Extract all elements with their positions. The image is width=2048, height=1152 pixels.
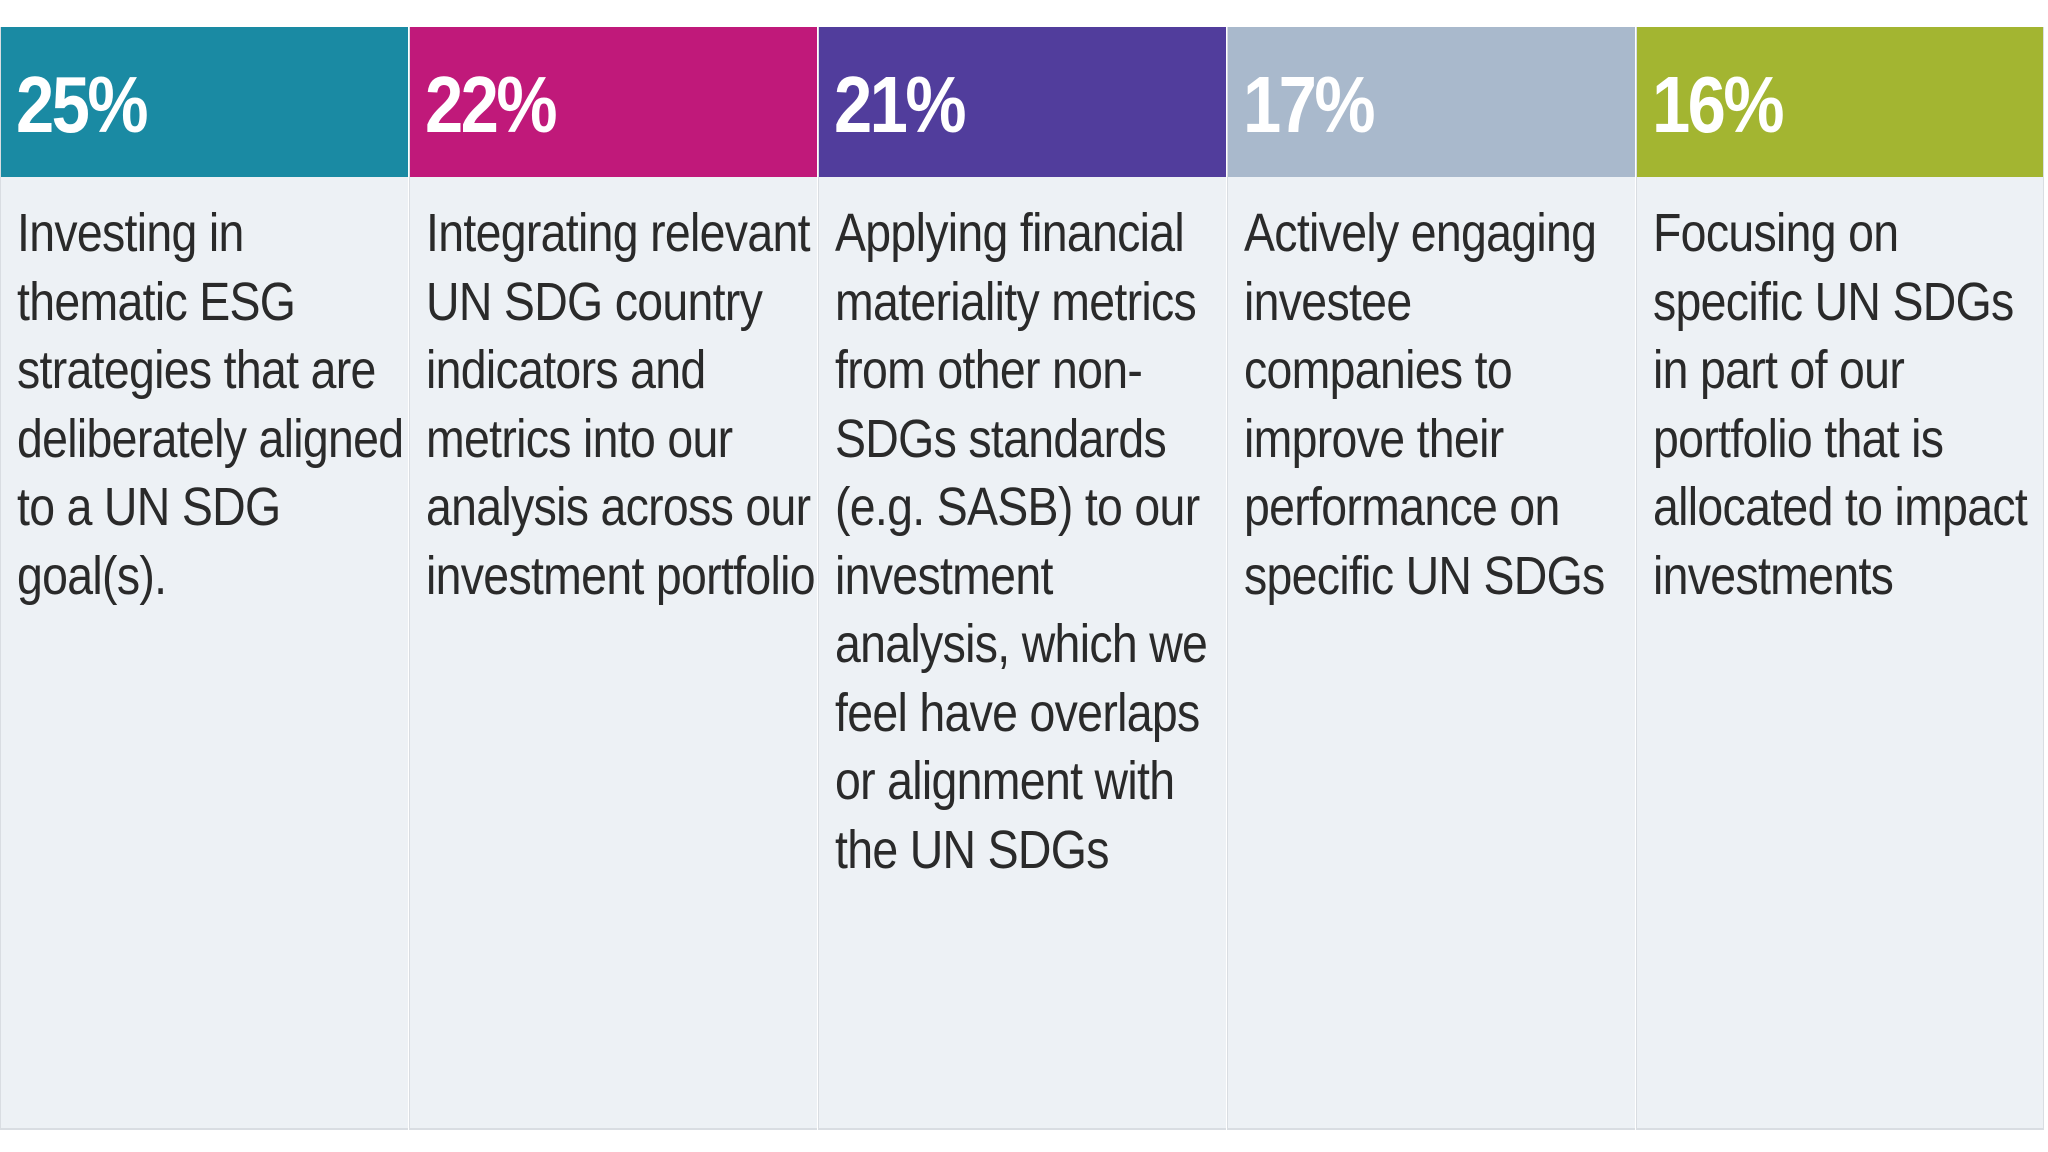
column-4-header: 17%	[1228, 27, 1635, 177]
column-3-body: Applying financial materiality metrics f…	[819, 177, 1226, 1128]
column-1-percentage: 25%	[16, 60, 149, 149]
column-5: 16% Focusing on specific UN SDGs in part…	[1636, 27, 2044, 1130]
column-5-percentage: 16%	[1652, 60, 1785, 149]
column-4-body: Actively engaging investee companies to …	[1228, 177, 1635, 1128]
column-1-body: Investing in thematic ESG strategies tha…	[1, 177, 408, 1128]
column-4-description: Actively engaging investee companies to …	[1244, 203, 1605, 606]
column-2-body: Integrating relevant UN SDG country indi…	[410, 177, 817, 1128]
column-4: 17% Actively engaging investee companies…	[1227, 27, 1635, 1130]
column-3-header: 21%	[819, 27, 1226, 177]
column-2: 22% Integrating relevant UN SDG country …	[409, 27, 817, 1130]
column-3: 21% Applying financial materiality metri…	[818, 27, 1226, 1130]
column-2-header: 22%	[410, 27, 817, 177]
column-1-header: 25%	[1, 27, 408, 177]
column-2-description: Integrating relevant UN SDG country indi…	[426, 203, 816, 606]
column-1: 25% Investing in thematic ESG strategies…	[0, 27, 408, 1130]
column-2-percentage: 22%	[425, 60, 558, 149]
column-3-percentage: 21%	[834, 60, 967, 149]
column-1-description: Investing in thematic ESG strategies tha…	[17, 203, 404, 606]
column-4-percentage: 17%	[1243, 60, 1376, 149]
column-5-body: Focusing on specific UN SDGs in part of …	[1637, 177, 2043, 1128]
column-5-description: Focusing on specific UN SDGs in part of …	[1653, 203, 2028, 606]
column-5-header: 16%	[1637, 27, 2043, 177]
column-3-description: Applying financial materiality metrics f…	[835, 203, 1208, 880]
sdg-approach-table: 25% Investing in thematic ESG strategies…	[0, 27, 2044, 1130]
